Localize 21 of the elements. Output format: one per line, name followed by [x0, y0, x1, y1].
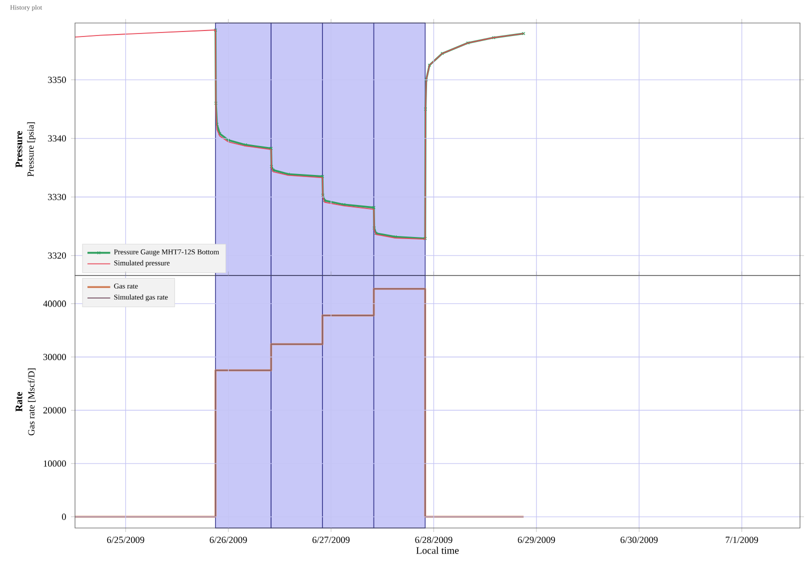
y-tick-label: 10000 [44, 460, 66, 467]
x-tick-label: 6/29/2009 [518, 536, 555, 543]
y-tick-label: 40000 [43, 300, 66, 307]
y-tick-label: 30000 [43, 354, 66, 360]
text: Rate [16, 392, 22, 412]
x-tick-label: 6/26/2009 [210, 536, 247, 543]
x-tick-label: 7/1/2009 [726, 536, 758, 543]
x-axis-title: Local time [416, 546, 459, 554]
y-tick-label: 0 [62, 514, 66, 520]
y-tick-label: 3350 [48, 76, 66, 83]
x-tick-label: 6/27/2009 [312, 536, 350, 543]
y-axis-title: Gas rate [Mscf/D] [28, 368, 36, 436]
y-axis-title: Pressure [psia] [27, 122, 36, 177]
x-tick-label: 6/28/2009 [415, 536, 452, 543]
y-tick-label: 3340 [48, 135, 66, 142]
y-tick-label: 3330 [48, 194, 66, 200]
x-tick-label: 6/30/2009 [620, 536, 658, 543]
y-tick-label: 3320 [48, 252, 66, 259]
x-tick-label: 6/25/2009 [107, 536, 144, 543]
y-tick-label: 20000 [43, 407, 66, 414]
text: Pressure [16, 131, 22, 168]
